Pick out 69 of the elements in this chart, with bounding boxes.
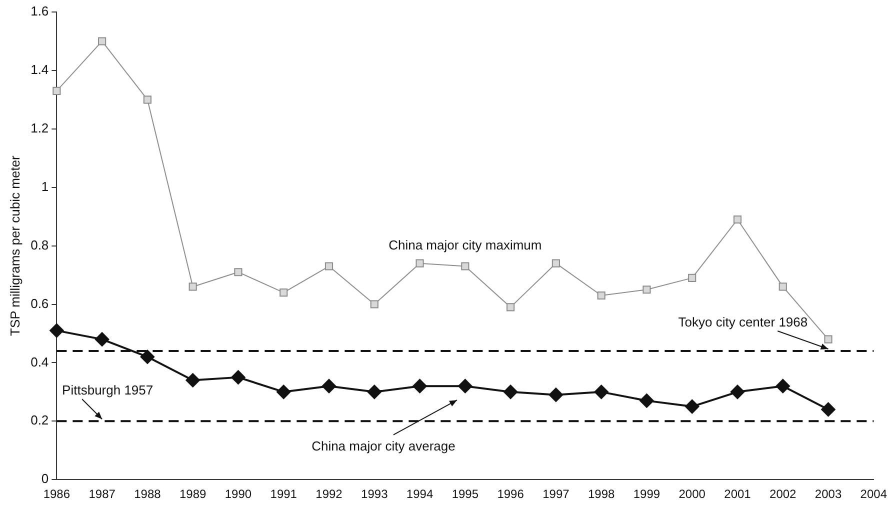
point [824,335,832,344]
point [778,282,787,291]
point [506,303,515,312]
point [52,86,61,95]
point [276,384,291,399]
point [367,384,382,399]
point [234,268,242,276]
x-tick-label: 1994 [406,487,434,502]
annotation: China major city average [312,438,456,454]
y-tick-label: 0.6 [30,296,49,311]
point [776,379,790,394]
point [458,379,472,394]
point [461,262,470,270]
x-tick-label: 1986 [43,487,70,502]
point [280,288,288,297]
x-tick-label: 1989 [179,487,207,502]
point [98,37,106,46]
x-tick-label: 2003 [814,487,842,502]
annotation: China major city maximum [388,237,542,252]
x-tick-label: 1993 [361,487,388,502]
point [821,402,836,416]
y-tick-label: 0.2 [30,412,49,428]
point [594,384,608,399]
x-tick-label: 1991 [270,487,298,502]
x-tick-label: 1987 [88,487,116,502]
x-tick-label: 1988 [134,487,162,502]
x-tick-label: 1996 [497,487,524,502]
point [640,394,654,408]
point [688,274,696,282]
point [642,286,651,294]
x-tick-label: 2000 [678,487,706,502]
point [504,384,518,399]
point [231,370,246,384]
y-tick-label: 0.8 [30,237,49,252]
point [188,282,197,291]
y-tick-label: 1.4 [30,62,49,78]
point [186,373,200,388]
point [95,332,110,346]
point [597,291,606,300]
point [50,324,64,338]
x-tick-label: 1998 [588,487,615,502]
point [143,96,152,104]
x-tick-label: 1997 [542,487,570,502]
point [685,400,700,414]
point [552,259,560,268]
point [730,384,744,399]
x-tick-label: 1995 [452,487,479,502]
ref-line-label: Pittsburgh 1957 [62,382,154,398]
x-tick-label: 1992 [316,487,343,502]
point [412,379,427,394]
y-tick-label: 1.6 [30,4,49,19]
y-tick-label: 0.4 [30,354,49,370]
y-tick-label: 1 [41,178,49,194]
ref-line-label: Tokyo city center 1968 [678,314,808,330]
point [733,215,742,224]
point [324,262,334,270]
x-tick-label: 2001 [724,487,752,502]
y-axis-title: TSP milligrams per cubic meter [7,154,22,336]
y-tick-label: 1.2 [30,120,49,136]
x-tick-label: 1990 [224,487,252,502]
y-tick-label: 0 [41,471,49,486]
x-tick-label: 2002 [770,487,797,502]
x-tick-label: 1999 [633,487,660,502]
point [322,379,336,394]
point [140,350,154,364]
point [416,259,424,268]
point [548,388,563,402]
point [370,300,378,308]
x-tick-label: 2004 [860,487,888,502]
